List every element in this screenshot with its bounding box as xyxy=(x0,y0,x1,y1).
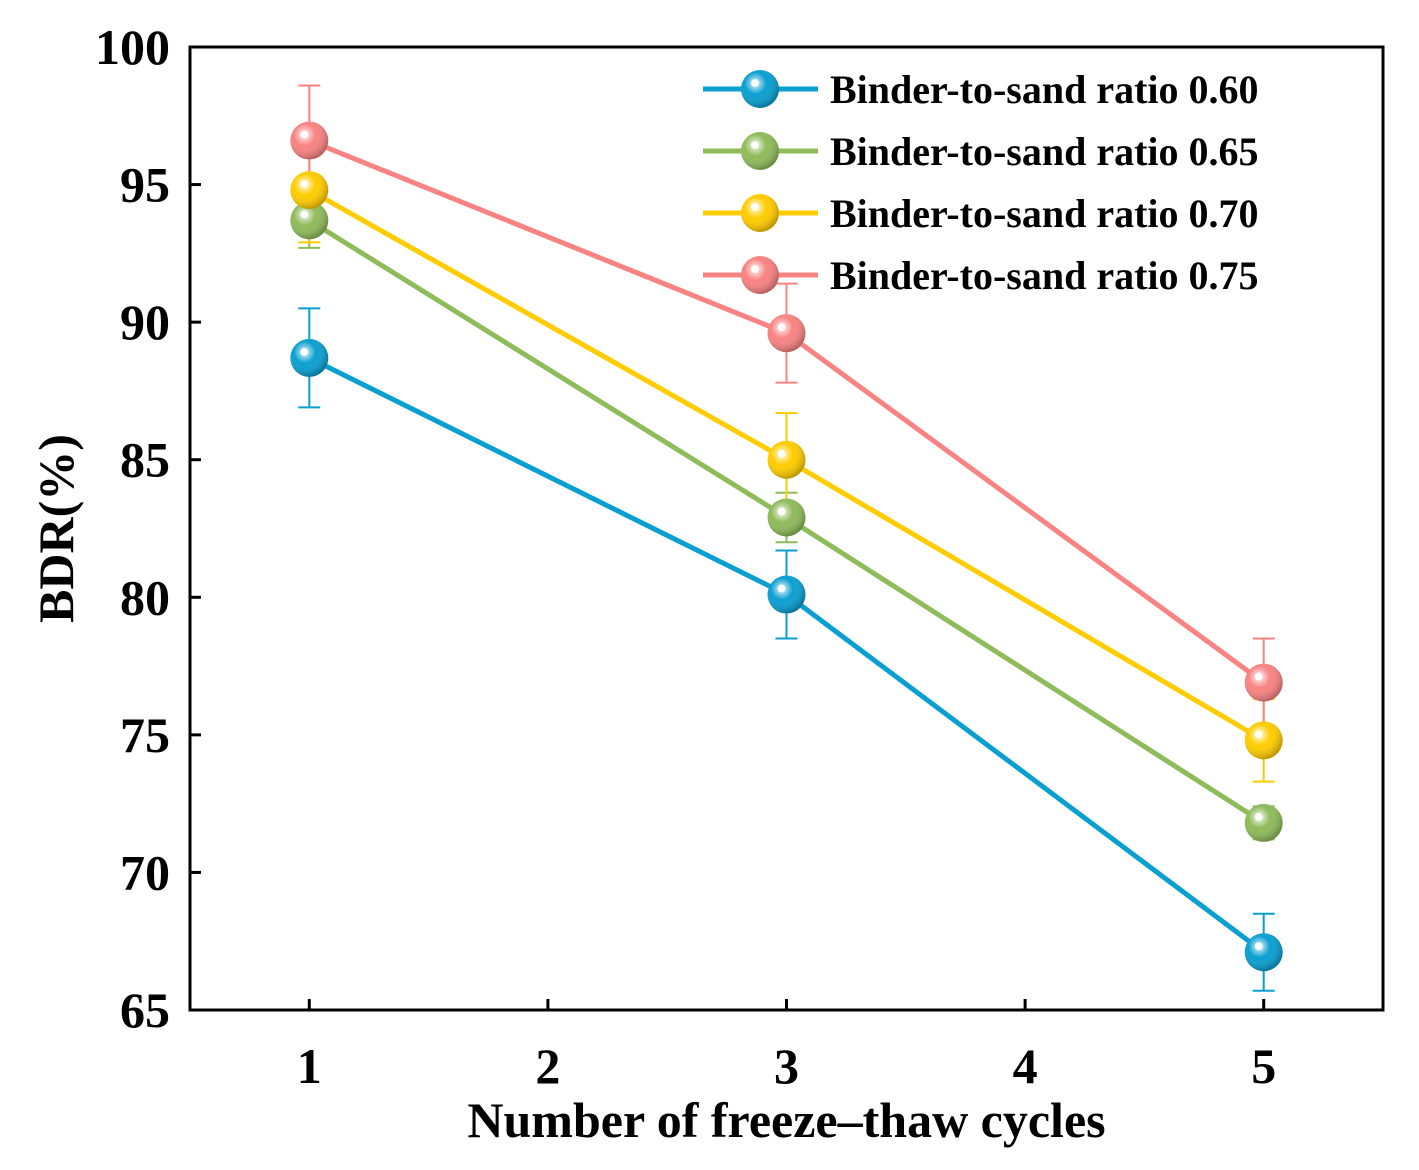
data-point xyxy=(767,314,806,353)
y-tick-label: 75 xyxy=(120,707,170,763)
x-tick-label: 2 xyxy=(535,1038,560,1094)
y-tick-label: 85 xyxy=(120,432,170,488)
data-point xyxy=(1244,803,1283,842)
data-point xyxy=(767,575,806,614)
data-point xyxy=(290,171,329,210)
data-point xyxy=(1244,663,1283,702)
y-tick-label: 80 xyxy=(120,569,170,625)
legend-item: Binder-to-sand ratio 0.65 xyxy=(703,129,1259,174)
legend-item: Binder-to-sand ratio 0.75 xyxy=(703,253,1259,298)
y-axis-title: BDR(%) xyxy=(28,434,84,623)
data-point xyxy=(290,121,329,160)
x-tick-label: 1 xyxy=(297,1038,322,1094)
data-point xyxy=(1244,721,1283,760)
legend-label: Binder-to-sand ratio 0.60 xyxy=(830,67,1259,112)
legend: Binder-to-sand ratio 0.60 Binder-to-sand … xyxy=(703,67,1259,298)
y-tick-label: 95 xyxy=(120,157,170,213)
data-point xyxy=(767,498,806,537)
legend-label: Binder-to-sand ratio 0.75 xyxy=(830,253,1259,298)
x-axis-title: Number of freeze–thaw cycles xyxy=(467,1092,1105,1148)
legend-item: Binder-to-sand ratio 0.70 xyxy=(703,191,1259,236)
legend-label: Binder-to-sand ratio 0.65 xyxy=(830,129,1259,174)
legend-item: Binder-to-sand ratio 0.60 xyxy=(703,67,1259,112)
y-tick-label: 70 xyxy=(120,844,170,900)
x-tick-label: 3 xyxy=(774,1038,799,1094)
legend-label: Binder-to-sand ratio 0.70 xyxy=(830,191,1259,236)
y-tick-label: 90 xyxy=(120,294,170,350)
data-point xyxy=(290,338,329,377)
x-tick-label: 5 xyxy=(1251,1038,1276,1094)
y-tick-label: 65 xyxy=(120,982,170,1038)
y-tick-label: 100 xyxy=(95,19,170,75)
data-point xyxy=(1244,933,1283,972)
data-point xyxy=(290,201,329,240)
data-point xyxy=(767,440,806,479)
x-tick-label: 4 xyxy=(1013,1038,1038,1094)
